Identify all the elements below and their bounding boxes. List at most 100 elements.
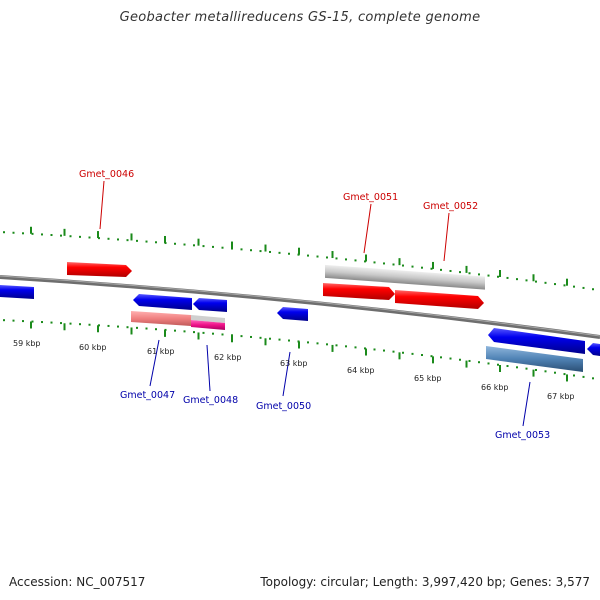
tick-dot: [50, 321, 53, 324]
accession-text: Accession: NC_007517: [9, 575, 146, 589]
tick-dot: [449, 269, 452, 272]
tick-dot: [98, 237, 100, 240]
feature-gmet-0048-grey[interactable]: [191, 315, 225, 323]
tick-dot: [307, 254, 309, 257]
tick-dot: [373, 261, 376, 264]
forward-strand: [67, 262, 485, 309]
tick-dot: [3, 319, 5, 322]
tick-dot: [478, 273, 480, 276]
feature-gmet-0047-pink[interactable]: [131, 311, 191, 326]
tick-dot: [22, 320, 24, 323]
tick-dot: [411, 265, 414, 268]
tick-dot: [392, 350, 395, 353]
tick-dot: [354, 259, 357, 262]
tick-dot: [307, 341, 309, 344]
tick-dot: [41, 233, 43, 236]
gene-gmet-0052-arrow[interactable]: [395, 290, 484, 309]
tick-dot: [516, 366, 518, 369]
tick-dot: [202, 331, 205, 334]
tick-dot: [316, 255, 319, 258]
gene-label-gmet-0046[interactable]: Gmet_0046: [79, 169, 134, 180]
tick-dot: [107, 237, 110, 240]
reverse-tick-track: [3, 319, 594, 382]
genome-summary-text: Topology: circular; Length: 3,997,420 bp…: [260, 575, 590, 589]
tick-dot: [478, 361, 480, 364]
gene-gmet-0047-arrow[interactable]: [133, 294, 192, 310]
tick-dot: [421, 354, 423, 357]
scale-label: 67 kbp: [547, 392, 575, 401]
tick-dot: [183, 243, 186, 246]
tick-dot: [563, 373, 566, 376]
gene-gmet-0048-arrow[interactable]: [193, 298, 227, 312]
genome-backbone: [0, 275, 600, 339]
tick-dot: [221, 333, 224, 336]
tick-dot: [392, 263, 395, 266]
gene-label-gmet-0047[interactable]: Gmet_0047: [120, 390, 175, 401]
tick-dot: [250, 335, 252, 338]
tick-dot: [221, 246, 224, 249]
tick-dot: [506, 276, 509, 279]
gene-label-gmet-0048[interactable]: Gmet_0048: [183, 395, 238, 406]
tick-dot: [193, 244, 195, 247]
gene-left-edge-arrow[interactable]: [0, 285, 34, 299]
tick-dot: [402, 264, 404, 267]
tick-dot: [240, 248, 243, 251]
gene-gmet-0053-arrow[interactable]: [488, 328, 585, 354]
tick-dot: [183, 330, 186, 333]
tick-dot: [421, 266, 423, 269]
gene-label-gmet-0051[interactable]: Gmet_0051: [343, 192, 398, 203]
tick-dot: [459, 271, 461, 274]
tick-dot: [402, 351, 404, 354]
scale-label: 59 kbp: [13, 339, 41, 348]
scale-label: 66 kbp: [481, 383, 509, 392]
tick-dot: [145, 240, 148, 243]
tick-dot: [345, 258, 347, 261]
scale-label: 64 kbp: [347, 366, 375, 375]
gene-label-gmet-0053[interactable]: Gmet_0053: [495, 430, 550, 441]
feature-gmet-0048-magenta[interactable]: [191, 320, 225, 330]
tick-dot: [544, 370, 547, 373]
tick-dot: [525, 279, 528, 282]
tick-dot: [430, 355, 433, 358]
tick-dot: [364, 347, 366, 350]
tick-dot: [193, 331, 195, 334]
gene-gmet-0050-arrow[interactable]: [277, 307, 308, 321]
tick-dot: [155, 241, 157, 244]
tick-dot: [497, 363, 499, 366]
tick-dot: [440, 356, 442, 359]
tick-dot: [582, 286, 585, 289]
tick-dot: [316, 342, 319, 345]
tick-dot: [117, 238, 119, 241]
tick-dot: [174, 329, 176, 332]
tick-dot: [250, 249, 252, 252]
tick-dot: [3, 231, 5, 234]
gene-label-gmet-0052[interactable]: Gmet_0052: [423, 201, 478, 212]
scale-label: 65 kbp: [414, 374, 442, 383]
tick-dot: [582, 375, 585, 378]
tick-dot: [31, 232, 34, 235]
tick-dot: [497, 275, 499, 278]
tick-dot: [354, 346, 357, 349]
tick-dot: [69, 235, 72, 238]
tick-dot: [335, 257, 338, 260]
tick-dot: [345, 345, 347, 348]
tick-dot: [50, 234, 53, 237]
feature-gmet-0053-steel[interactable]: [486, 346, 583, 372]
gene-right-edge-arrow[interactable]: [587, 343, 600, 356]
tick-dot: [278, 338, 281, 341]
feature-gmet-0051-grey[interactable]: [325, 264, 485, 290]
tick-dot: [525, 367, 528, 370]
tick-dot: [449, 357, 452, 360]
gene-label-gmet-0050[interactable]: Gmet_0050: [256, 401, 311, 412]
tick-dot: [535, 280, 537, 283]
tick-dot: [88, 323, 91, 326]
tick-dot: [174, 242, 176, 245]
tick-dot: [326, 343, 328, 346]
tick-dot: [79, 323, 81, 326]
gene-gmet-0051-arrow[interactable]: [323, 283, 395, 300]
gene-gmet-0046-arrow[interactable]: [67, 262, 132, 277]
tick-dot: [554, 283, 556, 286]
tick-dot: [506, 365, 509, 368]
tick-dot: [22, 232, 24, 235]
